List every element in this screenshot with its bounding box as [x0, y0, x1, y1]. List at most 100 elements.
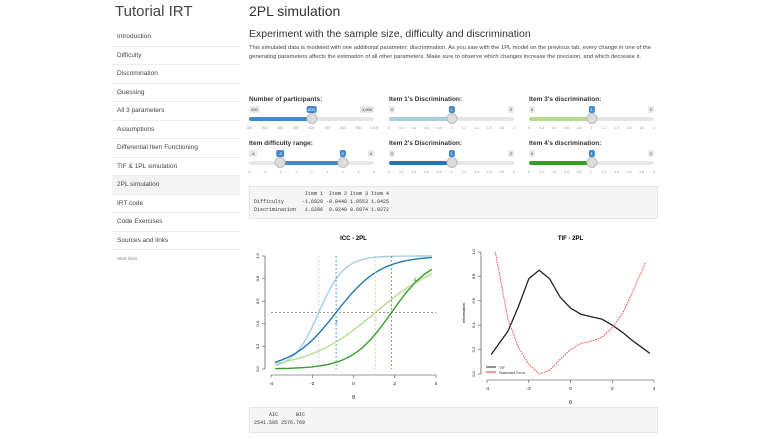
slider-track[interactable]: [389, 157, 514, 168]
slider-tick-label: 2: [513, 126, 515, 130]
sidebar-item-difficulty[interactable]: Difficulty: [112, 47, 240, 65]
slider-handle[interactable]: [446, 157, 457, 168]
slider-handle[interactable]: [586, 157, 597, 168]
slider-fill: [249, 117, 312, 121]
item-label: 2: [335, 320, 338, 326]
slider-min: -4: [249, 150, 257, 157]
sidebar-nav: Introduction Difficulty Discrimination Gues…: [112, 28, 240, 261]
start-over-link[interactable]: Start Over: [117, 256, 138, 261]
y-tick-label: 0.6: [255, 298, 260, 304]
slider-min: 0: [389, 150, 396, 157]
y-tick-label: 0.2: [471, 346, 476, 352]
slider-tick-label: 2: [653, 170, 655, 174]
sidebar-item-2pl-simulation[interactable]: 2PL simulation: [112, 176, 240, 195]
slider-max: 4: [367, 150, 374, 157]
slider-tick-label: 900: [355, 126, 362, 130]
item-label: 1: [292, 359, 295, 365]
slider-tick-label: 0.8: [576, 170, 582, 174]
slider-handle[interactable]: [274, 157, 286, 168]
slider-tick-label: 0.4: [411, 126, 417, 130]
sidebar-item-introduction[interactable]: Introduction: [112, 28, 240, 47]
slider-track[interactable]: [249, 113, 374, 124]
slider-tick-label: 0.6: [564, 126, 569, 130]
sidebar-item-discrimination[interactable]: Discrimination: [112, 65, 240, 84]
slider-fill: [529, 117, 592, 121]
slider-track[interactable]: [389, 113, 514, 124]
icc-plot: ICC - 2PL -4 -2 0 2 4 0.0 0.2 0.4 0.6 0.8 1.0 θ 1 2 3 4: [255, 236, 438, 401]
sidebar-item-guessing[interactable]: Guessing: [112, 84, 240, 102]
slider-tick-label: 0: [528, 126, 530, 130]
slider-tick-label: 1,000: [369, 126, 379, 130]
sidebar-item-sources-and-links[interactable]: Sources and links: [112, 232, 240, 250]
plot-title: ICC - 2PL: [340, 236, 367, 242]
sidebar-item-assumptions[interactable]: Assumptions: [112, 121, 240, 139]
x-tick-label: 2: [611, 386, 614, 391]
slider-value: 1: [448, 106, 455, 113]
slider-handle[interactable]: [446, 113, 457, 124]
slider-handle-2[interactable]: [337, 157, 349, 168]
sidebar-item-all-3-parameters[interactable]: All 3 parameters: [112, 102, 240, 121]
slider-min: 200: [249, 106, 260, 113]
slider-tick-label: 1.2: [461, 126, 467, 130]
main-panel: 2PL simulation Experiment with the sampl…: [246, 0, 661, 433]
slider-label: Item difficulty range:: [249, 140, 313, 147]
slider-tick-label: 0.2: [399, 126, 404, 130]
sidebar-item-tif-1pl-simulation[interactable]: TIF & 1PL simulation: [112, 158, 240, 176]
y-tick-label: 0.4: [471, 322, 476, 328]
slider-label: Item 3's discrimination:: [529, 96, 602, 103]
slider-tick-label: -2: [278, 170, 282, 174]
slider-3[interactable]: Item difficulty range: -4 4 -2 2 -4 -3 -2 -1…: [247, 140, 377, 184]
slider-tick-label: 0.4: [411, 170, 417, 174]
app-title: Tutorial IRT: [115, 3, 193, 20]
slider-handle[interactable]: [306, 113, 317, 124]
slider-tick-label: 1.4: [614, 170, 619, 174]
slider-fill: [389, 161, 452, 165]
slider-4[interactable]: Item 2's Discrimination: 0 2 1 0 0.2 0.4 0.…: [388, 140, 517, 184]
slider-tick-label: -3: [263, 170, 267, 174]
slider-track[interactable]: [529, 157, 654, 168]
slider-2[interactable]: Item 3's discrimination: 0 2 1 0 0.2 0.4 0.…: [528, 96, 657, 140]
x-tick-label: -4: [269, 381, 273, 386]
slider-min: 0: [389, 106, 396, 113]
slider-handle[interactable]: [586, 113, 597, 124]
slider-track[interactable]: [249, 157, 374, 168]
x-tick-label: -4: [485, 386, 489, 391]
slider-tick-label: 0.2: [539, 170, 544, 174]
slider-0[interactable]: Number of participants: 200 1,000 600 20…: [246, 96, 379, 140]
slider-tick-label: 1.2: [461, 170, 467, 174]
icc-curve-item-2: [274, 256, 432, 363]
slider-tick-label: 0.8: [576, 126, 582, 130]
slider-tick-label: 1.8: [639, 126, 644, 130]
slider-tick-label: -4: [247, 170, 251, 174]
x-tick-label: 0: [569, 386, 572, 391]
slider-tick-label: 1: [590, 126, 593, 130]
slider-tick-label: 0: [388, 126, 390, 130]
slider-tick-label: 1.4: [474, 170, 479, 174]
section-subtitle: Experiment with the sample size, difficu…: [249, 28, 531, 40]
slider-5[interactable]: Item 4's discrimination: 0 2 1 0 0.2 0.4 0.…: [528, 140, 657, 184]
y-tick-label: 0.0: [471, 370, 476, 376]
slider-tick-label: 0.6: [564, 170, 569, 174]
slider-max: 2: [647, 150, 654, 157]
x-tick-label: 0: [352, 381, 355, 386]
sidebar-item-differential-item-functioning[interactable]: Differential Item Functioning: [112, 139, 240, 158]
slider-tick-label: 1.8: [499, 170, 504, 174]
slider-tick-label: 0.6: [424, 170, 429, 174]
sidebar-item-irt-code[interactable]: IRT code: [112, 195, 240, 213]
slider-1[interactable]: Item 1's Discrimination: 0 2 1 0 0.2 0.4 0.…: [388, 96, 517, 140]
slider-track[interactable]: [529, 113, 654, 124]
item-label: 4: [413, 278, 416, 284]
slider-value-2: 2: [339, 150, 346, 157]
slider-tick-label: -1: [294, 170, 298, 174]
sidebar-item-code-exercises[interactable]: Code Exercises: [112, 213, 240, 232]
slider-tick-label: 1.6: [486, 170, 492, 174]
slider-tick-label: 300: [261, 126, 268, 130]
y-tick-label: 0.0: [255, 365, 260, 371]
icc-curve-item-1: [274, 255, 432, 367]
slider-value: 1: [448, 150, 455, 157]
slider-tick-label: 800: [339, 126, 346, 130]
slider-tick-label: 0.8: [436, 126, 442, 130]
fit-table: AIC BIC 2541.505 2576.769: [249, 407, 658, 433]
y-tick-label: 0.2: [255, 343, 260, 349]
x-tick-label: 2: [393, 381, 396, 386]
